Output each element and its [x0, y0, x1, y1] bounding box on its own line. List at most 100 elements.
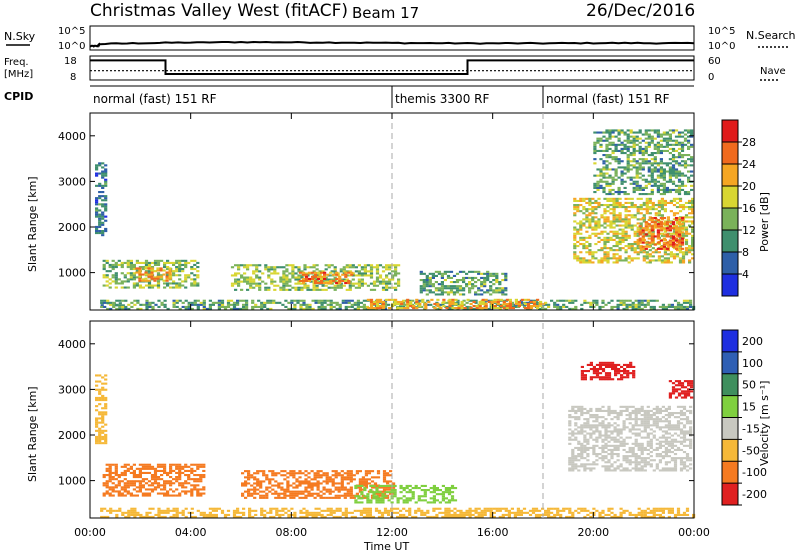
heatmap-cell: [145, 299, 149, 302]
heatmap-cell: [685, 509, 690, 512]
heatmap-cell: [126, 484, 130, 487]
heatmap-cell: [253, 476, 257, 479]
heatmap-cell: [292, 492, 296, 495]
heatmap-cell: [638, 137, 642, 140]
heatmap-cell: [334, 488, 338, 491]
heatmap-cell: [641, 235, 645, 238]
heatmap-cell: [600, 249, 604, 252]
heatmap-cell: [653, 217, 657, 220]
heatmap-cell: [666, 257, 670, 260]
heatmap-cell: [288, 278, 292, 281]
heatmap-cell: [620, 174, 624, 177]
heatmap-cell: [335, 515, 339, 518]
heatmap-cell: [462, 281, 466, 284]
heatmap-cell: [691, 212, 695, 215]
heatmap-cell: [462, 515, 466, 518]
heatmap-cell: [372, 280, 377, 283]
heatmap-cell: [650, 141, 654, 144]
heatmap-cell: [634, 299, 638, 302]
heatmap-cell: [252, 282, 256, 285]
heatmap-cell: [351, 282, 355, 285]
heatmap-cell: [121, 299, 125, 302]
heatmap-cell: [342, 278, 346, 281]
heatmap-cell: [141, 268, 145, 271]
heatmap-cell: [571, 430, 575, 433]
heatmap-cell: [295, 486, 299, 489]
heatmap-cell: [602, 172, 606, 175]
heatmap-cell: [607, 459, 611, 462]
heatmap-cell: [689, 301, 693, 304]
heatmap-cell: [507, 511, 511, 514]
heatmap-cell: [636, 228, 640, 231]
heatmap-cell: [144, 465, 149, 468]
heatmap-cell: [582, 218, 586, 221]
heatmap-cell: [147, 273, 151, 276]
heatmap-cell: [596, 168, 600, 171]
heatmap-cell: [138, 474, 142, 477]
heatmap-cell: [529, 300, 534, 303]
heatmap-cell: [372, 302, 377, 305]
heatmap-cell: [269, 307, 273, 310]
heatmap-cell: [671, 164, 676, 167]
heatmap-cell: [305, 307, 309, 310]
heatmap-cell: [553, 303, 557, 306]
heatmap-cell: [280, 486, 284, 489]
heatmap-cell: [106, 509, 110, 512]
heatmap-cell: [635, 188, 639, 191]
heatmap-cell: [397, 278, 401, 281]
heatmap-cell: [370, 470, 375, 473]
heatmap-cell: [613, 430, 617, 433]
heatmap-cell: [486, 509, 490, 512]
heatmap-cell: [366, 493, 370, 496]
heatmap-cell: [434, 293, 438, 296]
heatmap-cell: [531, 511, 536, 514]
heatmap-cell: [589, 305, 593, 308]
heatmap-cell: [489, 281, 493, 284]
heatmap-cell: [510, 507, 514, 510]
heatmap-cell: [378, 305, 383, 308]
heatmap-cell: [688, 259, 692, 262]
heatmap-cell: [314, 507, 318, 510]
heatmap-cell: [408, 491, 412, 494]
heatmap-cell: [385, 268, 389, 271]
heatmap-cell: [589, 515, 593, 518]
heatmap-cell: [356, 299, 360, 302]
heatmap-cell: [302, 303, 306, 306]
heatmap-cell: [335, 301, 339, 304]
heatmap-cell: [298, 490, 302, 493]
heatmap-cell: [591, 197, 595, 200]
heatmap-cell: [611, 182, 615, 185]
heatmap-cell: [615, 243, 619, 246]
heatmap-cell: [136, 299, 140, 302]
heatmap-cell: [289, 470, 293, 473]
heatmap-cell: [621, 247, 625, 250]
heatmap-cell: [178, 274, 182, 277]
heatmap-cell: [184, 261, 188, 264]
heatmap-cell: [320, 303, 324, 306]
heatmap-cell: [516, 513, 520, 516]
heatmap-cell: [620, 191, 624, 194]
heatmap-cell: [127, 511, 131, 514]
heatmap-cell: [576, 204, 580, 207]
heatmap-cell: [369, 307, 374, 310]
heatmap-cell: [653, 158, 657, 161]
heatmap-cell: [342, 284, 346, 287]
heatmap-cell: [360, 266, 364, 269]
heatmap-cell: [627, 218, 631, 221]
heatmap-cell: [684, 247, 689, 250]
heatmap-cell: [430, 298, 434, 301]
heatmap-cell: [594, 228, 598, 231]
heatmap-cell: [660, 199, 664, 202]
heatmap-cell: [348, 288, 352, 291]
heatmap-cell: [372, 284, 377, 287]
heatmap-cell: [98, 209, 102, 212]
heatmap-cell: [135, 259, 139, 262]
heatmap-cell: [672, 204, 677, 207]
heatmap-cell: [605, 164, 609, 167]
heatmap-cell: [175, 282, 179, 285]
heatmap-cell: [585, 247, 589, 250]
heatmap-cell: [184, 492, 188, 495]
heatmap-cell: [356, 301, 360, 304]
heatmap-cell: [599, 139, 603, 142]
heatmap-cell: [349, 472, 353, 475]
